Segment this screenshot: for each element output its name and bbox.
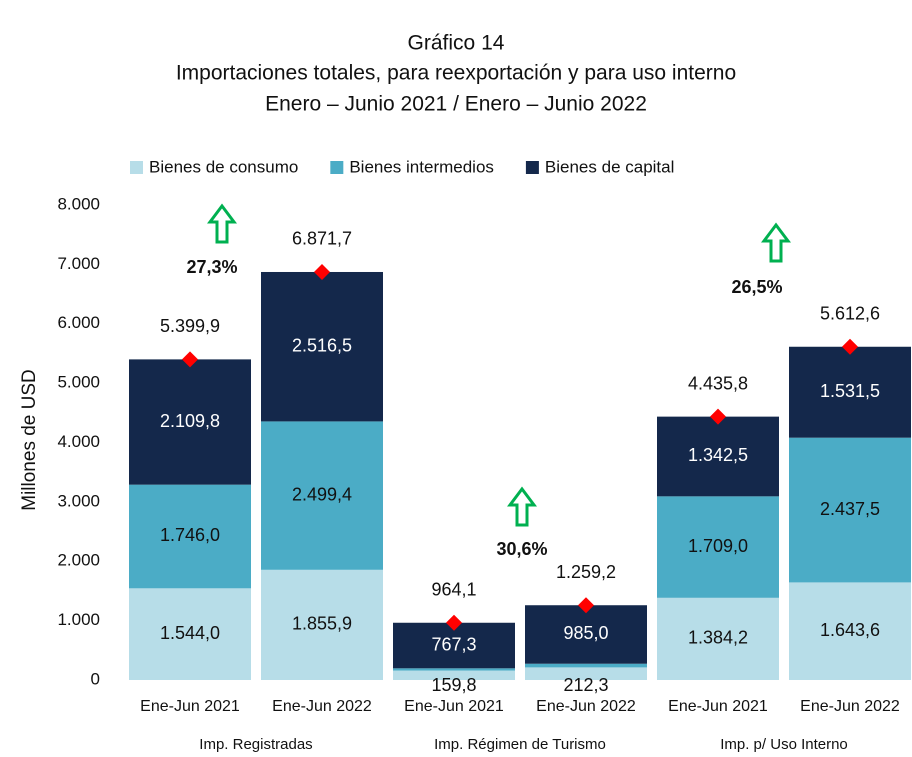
x-tick-label: Ene-Jun 2021 [404, 698, 504, 715]
y-tick-label: 2.000 [57, 551, 100, 570]
group-label: Imp. p/ Uso Interno [720, 736, 848, 753]
data-label: 985,0 [563, 623, 608, 643]
y-tick-label: 7.000 [57, 254, 100, 273]
total-marker [446, 614, 462, 631]
data-label: 2.109,8 [160, 411, 220, 431]
y-tick-label: 0 [91, 669, 100, 688]
bar-segment [261, 569, 383, 680]
data-label: 1.643,6 [820, 620, 880, 640]
total-label: 5.399,9 [160, 316, 220, 336]
y-tick-label: 3.000 [57, 491, 100, 510]
growth-arrow [761, 222, 791, 263]
data-label: 1.746,0 [160, 525, 220, 545]
data-label: 159,8 [431, 675, 476, 695]
legend-swatch [525, 161, 539, 174]
data-label: 1.531,5 [820, 381, 880, 401]
data-label: 1.384,2 [688, 628, 748, 648]
bar-segment [789, 437, 911, 583]
total-marker [710, 408, 726, 425]
data-label: 1.855,9 [292, 614, 352, 634]
bar-segment [393, 670, 515, 680]
y-tick-label: 1.000 [57, 610, 100, 629]
total-marker [842, 338, 858, 355]
group-label: Imp. Registradas [199, 736, 312, 753]
growth-arrow [207, 203, 237, 244]
growth-label: 30,6% [496, 539, 547, 559]
y-tick-label: 5.000 [57, 373, 100, 392]
x-tick-label: Ene-Jun 2021 [668, 698, 768, 715]
x-tick-label: Ene-Jun 2022 [536, 698, 636, 715]
total-marker [314, 263, 330, 280]
growth-label: 27,3% [186, 257, 237, 277]
bar-segment [525, 663, 647, 668]
bar-segment [789, 346, 911, 438]
data-label: 2.516,5 [292, 335, 352, 355]
y-tick-label: 6.000 [57, 313, 100, 332]
bar-segment [525, 605, 647, 664]
bar-segment [657, 597, 779, 680]
bar-segment [129, 484, 251, 589]
bar-segment [657, 496, 779, 598]
data-label: 2.499,4 [292, 484, 352, 504]
chart-title: Gráfico 14 [408, 32, 505, 55]
y-tick-label: 8.000 [57, 194, 100, 213]
data-label: 2.437,5 [820, 499, 880, 519]
data-label: 1.709,0 [688, 536, 748, 556]
data-label: 767,3 [431, 634, 476, 654]
chart-subtitle: Importaciones totales, para reexportació… [176, 62, 736, 85]
x-tick-label: Ene-Jun 2022 [800, 698, 900, 715]
legend-label: Bienes de consumo [149, 157, 298, 176]
y-axis-label: Millones de USD [19, 369, 40, 511]
legend-label: Bienes de capital [545, 157, 674, 176]
total-label: 5.612,6 [820, 304, 880, 324]
growth-arrow [507, 486, 537, 527]
total-label: 964,1 [431, 580, 476, 600]
total-label: 6.871,7 [292, 229, 352, 249]
bar-segment [789, 582, 911, 680]
total-marker [182, 351, 198, 368]
y-tick-label: 4.000 [57, 432, 100, 451]
bar-segment [657, 416, 779, 497]
total-marker [578, 597, 594, 614]
legend-swatch [130, 161, 143, 174]
total-label: 1.259,2 [556, 562, 616, 582]
growth-label: 26,5% [731, 277, 782, 297]
data-label: 1.544,0 [160, 623, 220, 643]
legend-label: Bienes intermedios [349, 157, 494, 176]
total-label: 4.435,8 [688, 373, 748, 393]
bar-segment [261, 271, 383, 422]
data-label: 212,3 [563, 675, 608, 695]
bar-segment [261, 421, 383, 570]
x-tick-label: Ene-Jun 2022 [272, 698, 372, 715]
bar-segment [129, 588, 251, 680]
x-tick-label: Ene-Jun 2021 [140, 698, 240, 715]
data-label: 1.342,5 [688, 445, 748, 465]
bar-segment [525, 667, 647, 680]
group-label: Imp. Régimen de Turismo [434, 736, 606, 753]
bar-segment [393, 668, 515, 671]
bar-segment [129, 359, 251, 485]
legend-swatch [330, 161, 344, 174]
chart-subtitle: Enero – Junio 2021 / Enero – Junio 2022 [265, 93, 647, 116]
